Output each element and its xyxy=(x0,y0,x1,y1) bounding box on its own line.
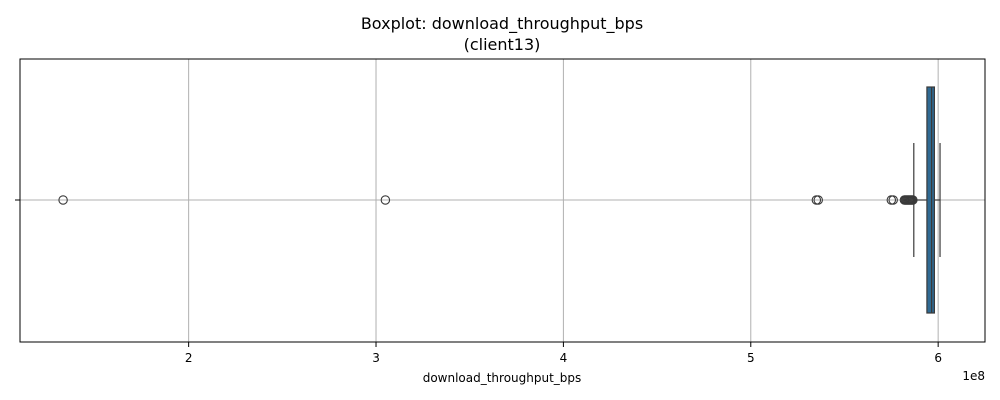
x-tick-label: 2 xyxy=(185,351,193,365)
x-tick-label: 6 xyxy=(934,351,942,365)
x-tick-label: 3 xyxy=(372,351,380,365)
x-tick-label: 5 xyxy=(747,351,755,365)
outlier-points xyxy=(58,195,918,205)
x-axis-ticks: 2 3 4 5 6 xyxy=(185,342,942,365)
iqr-box xyxy=(926,86,936,314)
x-tick-label: 4 xyxy=(560,351,568,365)
grid-lines xyxy=(20,59,985,342)
x-axis-offset-label: 1e8 xyxy=(962,369,985,383)
outlier-point xyxy=(888,195,898,205)
chart-title-line-1: Boxplot: download_throughput_bps xyxy=(361,14,643,34)
x-axis-label: download_throughput_bps xyxy=(423,371,582,385)
box-plot xyxy=(913,86,941,314)
outlier-point xyxy=(813,195,823,205)
outlier-point xyxy=(380,195,391,205)
outlier-point xyxy=(58,195,68,205)
outlier-point xyxy=(908,195,918,205)
chart-title-line-2: (client13) xyxy=(464,35,541,54)
